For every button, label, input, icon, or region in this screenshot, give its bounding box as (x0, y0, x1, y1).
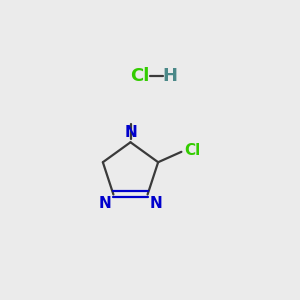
Text: N: N (149, 196, 162, 211)
Text: N: N (99, 196, 112, 211)
Text: H: H (163, 68, 178, 85)
Text: Cl: Cl (130, 68, 149, 85)
Text: Cl: Cl (184, 143, 200, 158)
Text: N: N (124, 125, 137, 140)
